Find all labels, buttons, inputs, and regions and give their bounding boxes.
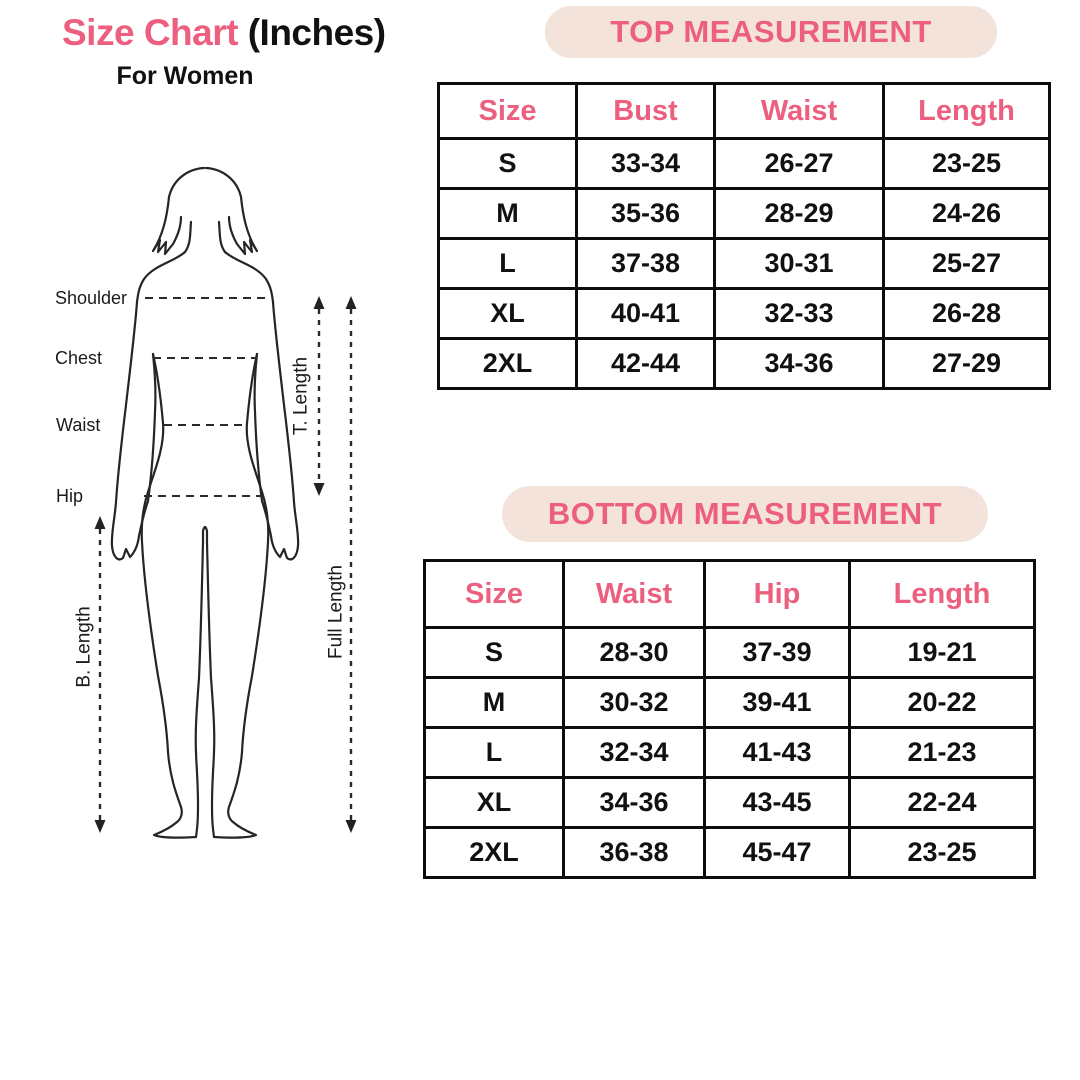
top-measurement-heading-label: TOP MEASUREMENT — [610, 14, 932, 49]
column-header: Size — [437, 82, 578, 140]
t-length-label: T. Length — [291, 357, 312, 435]
table-cell: S — [437, 137, 578, 190]
table-row: XL 34-36 43-45 22-24 — [423, 776, 1036, 829]
table-cell: 24-26 — [882, 187, 1051, 240]
table-cell: 40-41 — [575, 287, 716, 340]
table-cell: 43-45 — [703, 776, 851, 829]
table-cell: 28-30 — [562, 626, 706, 679]
table-cell: 45-47 — [703, 826, 851, 879]
torso-leg-right — [205, 352, 270, 839]
table-cell: 2XL — [437, 337, 578, 390]
table-cell: 37-38 — [575, 237, 716, 290]
table-header-row: Size Bust Waist Length — [437, 82, 1051, 140]
female-figure-outline — [110, 166, 300, 839]
full-length-label: Full Length — [326, 565, 347, 659]
table-row: 2XL 42-44 34-36 27-29 — [437, 337, 1051, 390]
chest-label: Chest — [55, 348, 102, 368]
table-row: S 28-30 37-39 19-21 — [423, 626, 1036, 679]
table-cell: 19-21 — [848, 626, 1036, 679]
table-row: L 32-34 41-43 21-23 — [423, 726, 1036, 779]
table-cell: 34-36 — [713, 337, 885, 390]
hair-outline — [151, 166, 259, 256]
column-header: Length — [848, 559, 1036, 629]
table-cell: 28-29 — [713, 187, 885, 240]
table-row: XL 40-41 32-33 26-28 — [437, 287, 1051, 340]
crotch-line — [201, 525, 209, 533]
table-cell: 23-25 — [882, 137, 1051, 190]
waist-label: Waist — [56, 415, 100, 435]
table-cell: 30-32 — [562, 676, 706, 729]
table-cell: 23-25 — [848, 826, 1036, 879]
table-cell: 37-39 — [703, 626, 851, 679]
table-cell: 33-34 — [575, 137, 716, 190]
column-header: Bust — [575, 82, 716, 140]
column-header: Hip — [703, 559, 851, 629]
table-row: M 35-36 28-29 24-26 — [437, 187, 1051, 240]
table-header-row: Size Waist Hip Length — [423, 559, 1036, 629]
page-title-rest: (Inches) — [237, 12, 386, 53]
table-row: L 37-38 30-31 25-27 — [437, 237, 1051, 290]
neck-shoulder-left — [135, 220, 193, 304]
table-cell: 35-36 — [575, 187, 716, 240]
table-cell: L — [423, 726, 565, 779]
column-header: Waist — [562, 559, 706, 629]
table-cell: M — [437, 187, 578, 240]
table-cell: 2XL — [423, 826, 565, 879]
shoulder-label: Shoulder — [55, 288, 127, 308]
table-cell: 20-22 — [848, 676, 1036, 729]
bottom-measurement-heading: BOTTOM MEASUREMENT — [502, 486, 988, 542]
b-length-label: B. Length — [74, 606, 95, 687]
table-cell: 41-43 — [703, 726, 851, 779]
column-header: Waist — [713, 82, 885, 140]
table-cell: XL — [423, 776, 565, 829]
page-title-highlight: Size Chart — [62, 12, 238, 53]
t-length-arrow — [313, 296, 325, 496]
table-cell: 39-41 — [703, 676, 851, 729]
bottom-measurement-table: Size Waist Hip Length S 28-30 37-39 19-21 M 30-32… — [423, 559, 1036, 879]
b-length-arrow — [94, 516, 106, 833]
page-title: Size Chart (Inches) — [62, 12, 386, 54]
hip-label: Hip — [56, 486, 83, 506]
arm-left — [110, 300, 157, 561]
table-cell: XL — [437, 287, 578, 340]
arm-right — [253, 300, 300, 561]
table-cell: 30-31 — [713, 237, 885, 290]
table-row: S 33-34 26-27 23-25 — [437, 137, 1051, 190]
table-cell: S — [423, 626, 565, 679]
bottom-measurement-heading-label: BOTTOM MEASUREMENT — [547, 496, 943, 531]
neck-shoulder-right — [217, 220, 275, 304]
table-cell: 36-38 — [562, 826, 706, 879]
table-cell: M — [423, 676, 565, 729]
table-cell: 32-33 — [713, 287, 885, 340]
table-cell: 32-34 — [562, 726, 706, 779]
table-row: M 30-32 39-41 20-22 — [423, 676, 1036, 729]
table-cell: 22-24 — [848, 776, 1036, 829]
table-cell: 21-23 — [848, 726, 1036, 779]
table-cell: 34-36 — [562, 776, 706, 829]
page-subtitle: For Women — [116, 62, 254, 90]
table-cell: 26-27 — [713, 137, 885, 190]
column-header: Length — [882, 82, 1051, 140]
table-cell: L — [437, 237, 578, 290]
top-measurement-table: Size Bust Waist Length S 33-34 26-27 23-25 M 35-3… — [437, 82, 1051, 390]
body-measurement-diagram: Shoulder Chest Waist Hip T. Length Full … — [55, 166, 357, 839]
torso-leg-left — [140, 352, 205, 839]
column-header: Size — [423, 559, 565, 629]
table-cell: 42-44 — [575, 337, 716, 390]
table-cell: 25-27 — [882, 237, 1051, 290]
full-length-arrow — [345, 296, 357, 833]
top-measurement-heading: TOP MEASUREMENT — [545, 6, 997, 58]
table-cell: 27-29 — [882, 337, 1051, 390]
table-row: 2XL 36-38 45-47 23-25 — [423, 826, 1036, 879]
table-cell: 26-28 — [882, 287, 1051, 340]
